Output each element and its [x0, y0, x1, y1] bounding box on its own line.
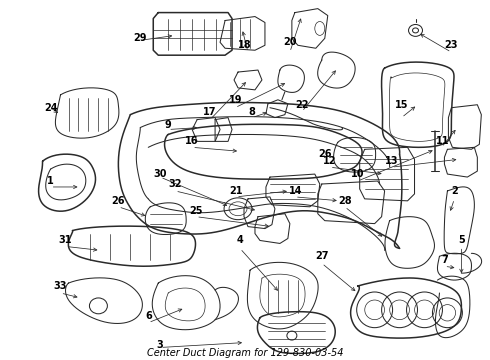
Text: 24: 24	[44, 103, 57, 113]
Text: 32: 32	[169, 179, 182, 189]
Text: 3: 3	[157, 341, 164, 351]
Text: 26: 26	[112, 196, 125, 206]
Text: 2: 2	[451, 186, 458, 196]
Text: 18: 18	[238, 40, 252, 50]
Text: 23: 23	[444, 40, 458, 50]
Text: 15: 15	[395, 100, 408, 110]
Text: 11: 11	[436, 136, 449, 147]
Text: 26: 26	[318, 149, 332, 159]
Text: 21: 21	[229, 186, 243, 196]
Text: 1: 1	[47, 176, 54, 186]
Text: 17: 17	[203, 107, 217, 117]
Text: 7: 7	[441, 255, 448, 265]
Text: 19: 19	[229, 95, 243, 105]
Text: Center Duct Diagram for 129-830-03-54: Center Duct Diagram for 129-830-03-54	[147, 348, 343, 359]
Text: 30: 30	[153, 169, 167, 179]
Text: 33: 33	[54, 281, 67, 291]
Text: 16: 16	[185, 136, 199, 147]
Text: 4: 4	[237, 235, 244, 246]
Text: 10: 10	[351, 169, 365, 179]
Text: 31: 31	[59, 235, 72, 246]
Text: 27: 27	[315, 251, 328, 261]
Text: 25: 25	[190, 206, 203, 216]
Text: 9: 9	[165, 120, 172, 130]
Text: 28: 28	[338, 196, 351, 206]
Text: 8: 8	[248, 107, 255, 117]
Text: 22: 22	[295, 100, 309, 110]
Text: 5: 5	[458, 235, 465, 246]
Text: 12: 12	[323, 156, 337, 166]
Text: 29: 29	[134, 33, 147, 43]
Text: 6: 6	[145, 311, 151, 321]
Text: 14: 14	[289, 186, 303, 196]
Text: 20: 20	[283, 37, 296, 47]
Text: 13: 13	[385, 156, 398, 166]
